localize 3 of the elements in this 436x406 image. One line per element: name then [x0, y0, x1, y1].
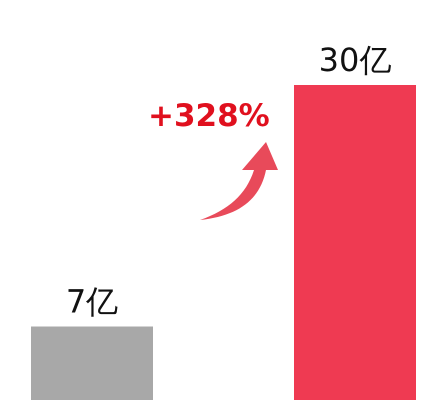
data-label: 7亿 — [66, 282, 118, 320]
data-label: 30亿 — [318, 41, 392, 79]
annotation: +328% — [148, 98, 270, 134]
